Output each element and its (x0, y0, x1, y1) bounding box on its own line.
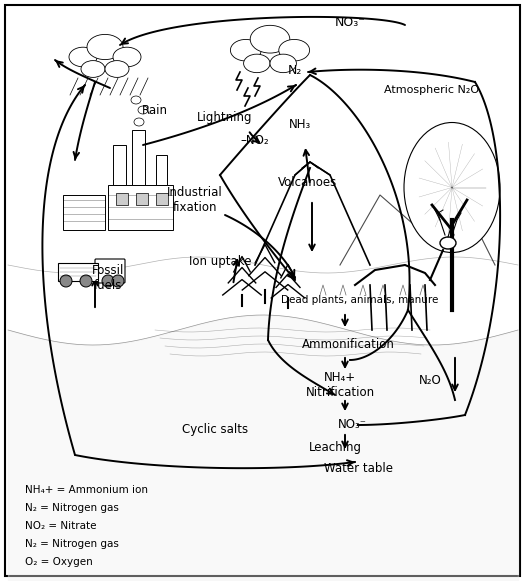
Text: O₂ = Oxygen: O₂ = Oxygen (25, 557, 93, 567)
Ellipse shape (279, 40, 310, 61)
Bar (132, 130, 145, 185)
Ellipse shape (404, 123, 500, 253)
Circle shape (80, 275, 92, 287)
Text: Atmospheric N₂O: Atmospheric N₂O (384, 85, 479, 95)
Text: Ion uptake: Ion uptake (189, 256, 251, 268)
Text: N₂: N₂ (288, 63, 302, 77)
Bar (116, 193, 128, 205)
Text: Water table: Water table (323, 461, 393, 475)
Text: N₂ = Nitrogen gas: N₂ = Nitrogen gas (25, 503, 119, 513)
Bar (156, 193, 168, 205)
Text: Industrial
fixation: Industrial fixation (167, 186, 223, 214)
Text: N₂ = Nitrogen gas: N₂ = Nitrogen gas (25, 539, 119, 549)
Bar (136, 193, 148, 205)
Ellipse shape (244, 54, 270, 73)
Text: Rain: Rain (142, 103, 168, 117)
Circle shape (102, 275, 114, 287)
Ellipse shape (81, 60, 105, 77)
Text: Dead plants, animals, manure: Dead plants, animals, manure (281, 295, 439, 305)
Ellipse shape (440, 237, 456, 249)
Text: NH₃: NH₃ (289, 119, 311, 131)
Ellipse shape (113, 47, 141, 67)
Bar (156, 155, 167, 185)
Text: Fossil
fuels: Fossil fuels (92, 264, 124, 292)
Ellipse shape (138, 106, 148, 114)
Bar (63, 195, 105, 230)
Text: Volcanoes: Volcanoes (278, 175, 338, 188)
Ellipse shape (69, 47, 97, 67)
Ellipse shape (134, 118, 144, 126)
Text: Ammonification: Ammonification (301, 339, 394, 352)
Text: NO₃⁻: NO₃⁻ (338, 418, 366, 432)
Text: Leaching: Leaching (309, 442, 362, 454)
Text: Cyclic salts: Cyclic salts (182, 424, 248, 436)
Text: –NO₂: –NO₂ (240, 134, 269, 146)
Text: NH₄+ = Ammonium ion: NH₄+ = Ammonium ion (25, 485, 148, 495)
Text: Lightning: Lightning (197, 112, 253, 124)
Text: NO₂ = Nitrate: NO₂ = Nitrate (25, 521, 97, 531)
Ellipse shape (105, 60, 129, 77)
Ellipse shape (87, 34, 123, 60)
Circle shape (60, 275, 72, 287)
Text: NH₄+
Nitrification: NH₄+ Nitrification (306, 371, 374, 399)
Ellipse shape (250, 26, 290, 53)
Ellipse shape (131, 96, 141, 104)
Ellipse shape (270, 54, 297, 73)
Bar (58, 263, 98, 281)
FancyBboxPatch shape (95, 259, 125, 283)
Ellipse shape (230, 40, 261, 61)
Text: NO₃⁻: NO₃⁻ (334, 16, 365, 28)
Text: N₂O: N₂O (418, 374, 442, 386)
Bar (113, 145, 126, 185)
Circle shape (112, 275, 124, 287)
Bar (108, 185, 173, 230)
